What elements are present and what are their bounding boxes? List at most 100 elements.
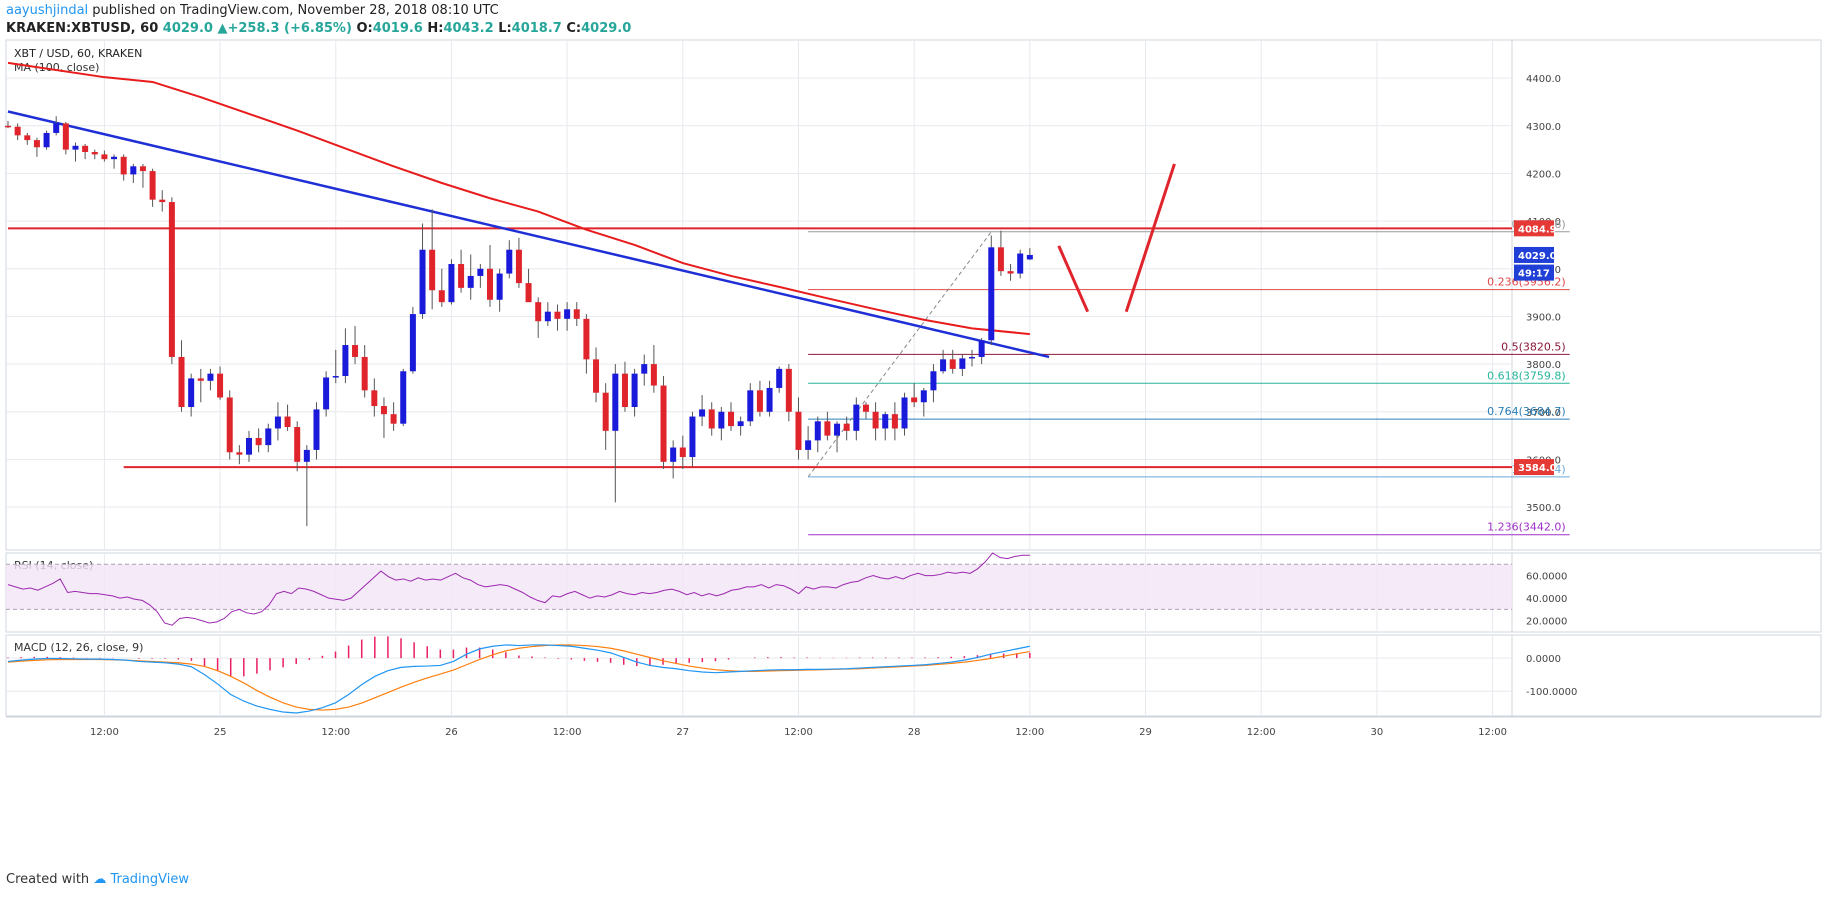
ticker-symbol: KRAKEN:XBTUSD, 60 xyxy=(6,21,159,36)
ticker-last: 4029.0 xyxy=(162,21,213,36)
x-tick-label: 12:00 xyxy=(321,727,350,738)
candle-body xyxy=(294,427,301,462)
fib-level-label: 1.236(3442.0) xyxy=(1487,521,1566,534)
y-tick-label: 4200.0 xyxy=(1526,169,1561,180)
candle-body xyxy=(188,378,195,408)
candle-body xyxy=(265,428,272,446)
candle-body xyxy=(274,416,281,429)
candle-body xyxy=(718,411,725,429)
candle-body xyxy=(207,373,214,381)
candle-body xyxy=(862,404,869,412)
macd-y-tick-label: -100.0000 xyxy=(1526,687,1577,698)
candle-body xyxy=(776,368,783,388)
candle-body xyxy=(111,156,118,160)
ticker-change: +258.3 (+6.85%) xyxy=(227,21,352,36)
candle-body xyxy=(824,421,831,436)
candle-body xyxy=(1007,271,1014,274)
candle-body xyxy=(5,125,11,128)
candle-body xyxy=(101,154,108,160)
candle-body xyxy=(1026,254,1033,260)
candle-body xyxy=(872,411,879,429)
candle-body xyxy=(911,397,918,403)
price-label-text: 4029.0 xyxy=(1518,251,1557,262)
candle-body xyxy=(737,421,744,427)
ma-indicator-label: MA (100, close) xyxy=(14,61,99,74)
candle-body xyxy=(949,359,956,369)
candle-body xyxy=(284,416,291,428)
candle-body xyxy=(303,449,310,462)
candle-body xyxy=(24,135,31,141)
projection-line xyxy=(1124,163,1176,313)
candle-body xyxy=(583,318,590,360)
fib-level-label: 0.5(3820.5) xyxy=(1501,340,1566,353)
open-value: 4019.6 xyxy=(372,21,423,36)
candle-body xyxy=(969,356,975,359)
candle-body xyxy=(467,275,474,288)
candle-body xyxy=(728,411,734,427)
candle-body xyxy=(149,171,156,200)
candle-body xyxy=(168,202,175,357)
candle-body xyxy=(400,371,407,424)
candle-body xyxy=(139,166,146,172)
price-label-text: 49:17 xyxy=(1518,269,1550,280)
candle-body xyxy=(689,416,696,458)
candle-body xyxy=(814,421,821,441)
created-with-text: Created with xyxy=(6,872,90,887)
x-tick-label: 12:00 xyxy=(1478,727,1507,738)
candle-body xyxy=(766,387,773,412)
candle-body xyxy=(785,368,792,412)
candle-body xyxy=(487,268,493,300)
candle-body xyxy=(477,268,484,276)
high-label: H: xyxy=(427,21,444,36)
candle-body xyxy=(997,247,1004,272)
x-tick-label: 12:00 xyxy=(1015,727,1044,738)
fib-level-label: 0.618(3759.8) xyxy=(1487,369,1566,382)
candle-body xyxy=(53,123,60,133)
change-arrow-icon: ▲ xyxy=(217,21,228,36)
author-link[interactable]: aayushjindal xyxy=(6,3,89,18)
fib-level-label: 0.764(3684.7) xyxy=(1487,405,1566,418)
candle-body xyxy=(621,373,628,408)
open-label: O: xyxy=(356,21,373,36)
x-tick-label: 26 xyxy=(445,727,458,738)
candle-body xyxy=(429,249,436,291)
candle-body xyxy=(515,249,522,284)
price-label-box xyxy=(1514,459,1554,476)
low-value: 4018.7 xyxy=(511,21,562,36)
high-value: 4043.2 xyxy=(443,21,494,36)
candle-body xyxy=(458,264,465,288)
candle-body xyxy=(891,414,898,429)
candle-body xyxy=(843,423,850,431)
candle-body xyxy=(82,145,89,153)
x-tick-label: 12:00 xyxy=(1247,727,1276,738)
candle-body xyxy=(409,314,416,372)
fib-diagonal-line xyxy=(807,231,992,478)
candle-body xyxy=(564,309,571,319)
candle-body xyxy=(419,249,426,315)
candle-body xyxy=(679,447,686,458)
y-tick-label: 4400.0 xyxy=(1526,74,1561,85)
candle-body xyxy=(535,302,542,322)
price-label-text: 3584.0 xyxy=(1518,463,1557,474)
candle-body xyxy=(882,414,889,429)
candle-body xyxy=(699,409,706,417)
x-tick-label: 25 xyxy=(214,727,227,738)
x-tick-label: 12:00 xyxy=(553,727,582,738)
candle-body xyxy=(438,290,445,303)
macd-y-tick-label: 0.0000 xyxy=(1526,654,1561,665)
candle-body xyxy=(940,359,947,372)
candle-body xyxy=(978,340,985,357)
candle-body xyxy=(660,385,667,462)
candle-body xyxy=(91,152,98,155)
candle-body xyxy=(448,264,455,303)
tradingview-brand[interactable]: TradingView xyxy=(110,872,189,887)
ma-100-line xyxy=(7,61,1030,336)
candle-body xyxy=(323,377,330,410)
candle-body xyxy=(795,411,802,450)
candle-body xyxy=(988,247,995,341)
candle-body xyxy=(361,356,368,391)
candle-body xyxy=(602,392,609,431)
price-label-box xyxy=(1514,220,1554,237)
